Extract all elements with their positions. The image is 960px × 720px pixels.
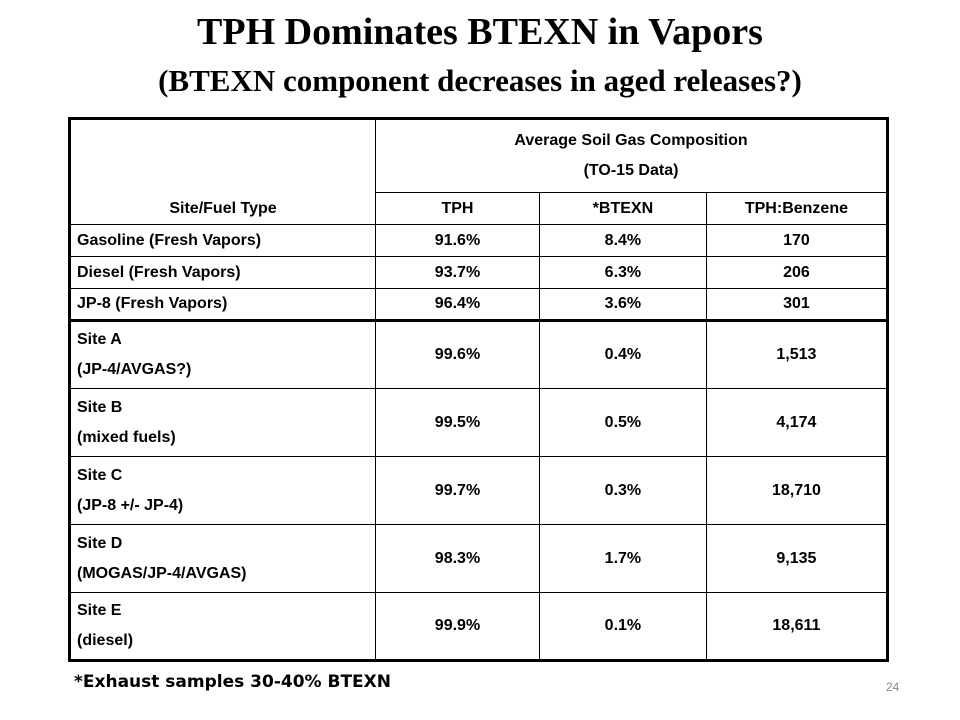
tph-cell: 93.7% [375,256,540,289]
table-header-row: Site/Fuel Type Average Soil Gas Composit… [68,118,888,225]
ratio-cell: 18,710 [705,456,889,525]
site-fuel: (MOGAS/JP-4/AVGAS) [77,564,247,582]
tph-cell: 98.3% [375,524,540,593]
table-row: Diesel (Fresh Vapors) 93.7% 6.3% 206 [68,256,889,289]
footnote: *Exhaust samples 30-40% BTEXN [74,672,391,692]
site-fuel: (JP-8 +/- JP-4) [77,496,184,514]
ratio-cell: 170 [705,224,889,257]
site-name: Site D [77,534,123,552]
btexn-cell: 0.3% [538,456,707,525]
btexn-cell: 0.1% [538,592,707,661]
table-row: Site A (JP-4/AVGAS?) 99.6% 0.4% 1,513 [68,319,889,389]
site-fuel: (JP-4/AVGAS?) [77,361,192,378]
site-cell: Site B (mixed fuels) [68,388,377,457]
site-cell: Site D (MOGAS/JP-4/AVGAS) [68,524,377,593]
site-name: Site E [77,602,122,619]
tph-cell: 99.5% [375,388,540,457]
btexn-cell: 8.4% [538,224,707,257]
table-row: Site D (MOGAS/JP-4/AVGAS) 98.3% 1.7% 9,1… [68,524,889,593]
tph-cell: 91.6% [375,224,540,257]
table-row: Gasoline (Fresh Vapors) 91.6% 8.4% 170 [68,224,889,257]
btexn-cell: 0.4% [538,319,707,389]
ratio-cell: 301 [705,288,889,321]
btexn-cell: 3.6% [538,288,707,321]
table-row: Site C (JP-8 +/- JP-4) 99.7% 0.3% 18,710 [68,456,889,525]
tph-cell: 99.6% [375,319,540,389]
column-header-tph: TPH [375,192,540,225]
btexn-cell: 6.3% [538,256,707,289]
composition-table: Site/Fuel Type Average Soil Gas Composit… [68,117,889,662]
table-subheader-row: TPH *BTEXN TPH:Benzene [70,192,889,225]
ratio-cell: 18,611 [705,592,889,661]
site-fuel: (diesel) [77,632,134,649]
site-name: Site C [77,466,123,484]
column-header-tph-benzene: TPH:Benzene [705,192,889,225]
btexn-cell: 1.7% [538,524,707,593]
site-fuel: (mixed fuels) [77,428,176,446]
site-fuel-type-header: Site/Fuel Type [68,118,377,225]
site-cell: JP-8 (Fresh Vapors) [68,288,377,321]
group-heading-line2: (TO-15 Data) [583,162,679,179]
site-cell: Site E (diesel) [68,592,377,661]
site-name: Site A [77,331,122,348]
table-row: Site B (mixed fuels) 99.5% 0.5% 4,174 [68,388,889,457]
column-header-btexn: *BTEXN [538,192,707,225]
ratio-cell: 1,513 [705,319,889,389]
tph-cell: 99.9% [375,592,540,661]
ratio-cell: 206 [705,256,889,289]
tph-cell: 99.7% [375,456,540,525]
site-name: Site B [77,398,123,416]
ratio-cell: 4,174 [705,388,889,457]
btexn-cell: 0.5% [538,388,707,457]
ratio-cell: 9,135 [705,524,889,593]
site-cell: Gasoline (Fresh Vapors) [68,224,377,257]
table-row: JP-8 (Fresh Vapors) 96.4% 3.6% 301 [68,288,889,321]
slide-title: TPH Dominates BTEXN in Vapors [197,11,763,53]
page-number: 24 [886,680,900,694]
site-cell: Diesel (Fresh Vapors) [68,256,377,289]
soil-gas-composition-header: Average Soil Gas Composition (TO-15 Data… [375,118,888,193]
site-cell: Site A (JP-4/AVGAS?) [68,319,377,389]
group-heading-line1: Average Soil Gas Composition [514,132,748,149]
table-row: Site E (diesel) 99.9% 0.1% 18,611 [68,592,889,661]
slide-subtitle: (BTEXN component decreases in aged relea… [158,63,802,98]
site-cell: Site C (JP-8 +/- JP-4) [68,456,377,525]
tph-cell: 96.4% [375,288,540,321]
